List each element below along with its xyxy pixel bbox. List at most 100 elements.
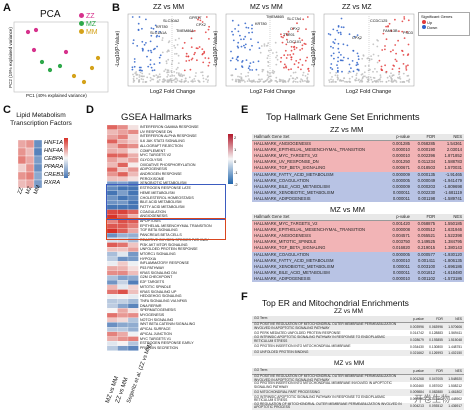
- volcano-point: [230, 50, 232, 53]
- lipid-gene-list: HNF1A HNF4A CEBPA PPARA CREB3L3 RXRA: [44, 139, 70, 187]
- volcano-point: [258, 80, 261, 83]
- volcano-point: [183, 74, 185, 77]
- table-cell: 0.002396: [411, 153, 438, 160]
- volcano-point: [199, 19, 202, 22]
- volcano-title-1: ZZ vs MM: [153, 4, 185, 11]
- volcano-point: [167, 81, 170, 83]
- volcano-point: [265, 45, 268, 47]
- volcano-point: [275, 76, 278, 79]
- volcano-point: [238, 79, 240, 81]
- volcano-point: [269, 75, 272, 78]
- volcano-point: [170, 80, 173, 83]
- volcano-point: [337, 25, 340, 28]
- volcano-point: [131, 66, 134, 69]
- heatmap-cell: [106, 289, 118, 295]
- volcano-point: [372, 43, 375, 46]
- heatmap-cell: [17, 171, 27, 181]
- volcano-point: [282, 36, 284, 39]
- volcano-point: [337, 47, 340, 50]
- volcano-point: [298, 37, 301, 40]
- table-cell: 0.001411: [411, 257, 438, 264]
- volcano-point: [232, 39, 235, 42]
- volcano-point: [293, 63, 296, 66]
- table-cell: HALLMARK_FATTY_ACID_METABOLISM: [252, 257, 387, 264]
- volcano-label: KRT80: [156, 25, 168, 29]
- table-header-cell: GO Term: [252, 368, 407, 376]
- table-cell: 0.071562: [425, 395, 445, 403]
- volcano-point: [390, 80, 393, 82]
- volcano-point: [151, 78, 153, 81]
- volcano-point: [196, 59, 198, 62]
- volcano-point: [384, 45, 386, 47]
- gsea-term-label: APICAL SURFACE: [140, 327, 171, 332]
- panel-label-f: F: [241, 291, 248, 303]
- heatmap-cell: [127, 162, 139, 168]
- volcano-point: [381, 80, 384, 83]
- volcano-point: [133, 65, 136, 68]
- heatmap-cell: [127, 139, 139, 144]
- gsea-term-label: E2F TARGETS: [140, 280, 165, 285]
- table-cell: 0.000577: [411, 251, 438, 258]
- volcano-point: [156, 45, 158, 48]
- volcano-point: [297, 61, 300, 64]
- volcano-point: [291, 27, 294, 30]
- volcano-point: [356, 52, 359, 55]
- volcano-point: [360, 73, 363, 76]
- volcano-point: [266, 74, 269, 76]
- volcano-point: [304, 59, 307, 62]
- volcano-point: [150, 51, 153, 54]
- heatmap-cell: [127, 275, 139, 281]
- colorbar-tick: 0: [234, 158, 237, 164]
- volcano-point: [172, 79, 175, 82]
- volcano-point: [377, 54, 380, 57]
- volcano-point: [333, 42, 336, 45]
- volcano-title-2: MZ vs MM: [250, 4, 283, 11]
- heatmap-cell: [117, 265, 129, 271]
- volcano-point: [278, 80, 281, 83]
- volcano-point: [407, 43, 410, 46]
- heatmap-cell: [117, 171, 129, 177]
- volcano-point: [204, 31, 207, 34]
- volcano-point: [282, 79, 285, 82]
- volcano-point: [293, 45, 296, 48]
- table-cell: 0.058285: [411, 140, 438, 148]
- heatmap-cell: [106, 265, 118, 271]
- table-header-cell: p-value: [386, 214, 412, 222]
- heatmap-cell: [25, 139, 35, 149]
- table-header-cell: GO Term: [252, 316, 407, 324]
- volcano-point: [231, 57, 234, 60]
- volcano-point: [403, 18, 406, 20]
- volcano-point: [175, 52, 178, 55]
- volcano-point: [390, 29, 393, 32]
- volcano-point: [180, 73, 182, 76]
- volcano-point: [208, 61, 211, 64]
- volcano-label: CCDC125: [370, 19, 388, 23]
- volcano-point: [198, 46, 201, 48]
- volcano-point: [177, 62, 180, 64]
- table-row: HALLMARK_BILE_ACID_METABOLISM 0.000009 0.0…: [252, 183, 464, 190]
- volcano-point: [344, 80, 346, 83]
- table-row: GO INTRINSIC APOPTOTIC SIGNALING PATHWAY…: [252, 336, 464, 344]
- table-cell: 0.016820: [386, 245, 412, 252]
- gsea-term-label: KRAS SIGNALING UP: [140, 289, 177, 294]
- volcano-point: [286, 38, 288, 41]
- table-cell: 0.000011: [386, 195, 412, 203]
- heatmap-cell: [33, 163, 43, 173]
- volcano-point: [267, 76, 270, 79]
- volcano-point: [359, 79, 362, 82]
- volcano-point: [251, 79, 253, 82]
- volcano-point: [189, 68, 192, 71]
- volcano-point: [262, 81, 265, 83]
- volcano-point: [337, 42, 340, 45]
- volcano-point: [296, 81, 299, 83]
- volcano-point: [402, 63, 405, 65]
- volcano-point: [301, 47, 304, 50]
- volcano-point: [275, 56, 277, 59]
- hallmark-t1-title: ZZ vs MM: [330, 125, 364, 134]
- volcano-point: [267, 49, 270, 52]
- volcano-point: [244, 43, 247, 46]
- volcano-point: [376, 70, 378, 73]
- table-row: GO PERK MEDIATED UNFOLDED PROTEIN RESPON…: [252, 330, 464, 337]
- heatmap-cell: [117, 162, 129, 168]
- pca-legend-mm: MM: [79, 29, 98, 36]
